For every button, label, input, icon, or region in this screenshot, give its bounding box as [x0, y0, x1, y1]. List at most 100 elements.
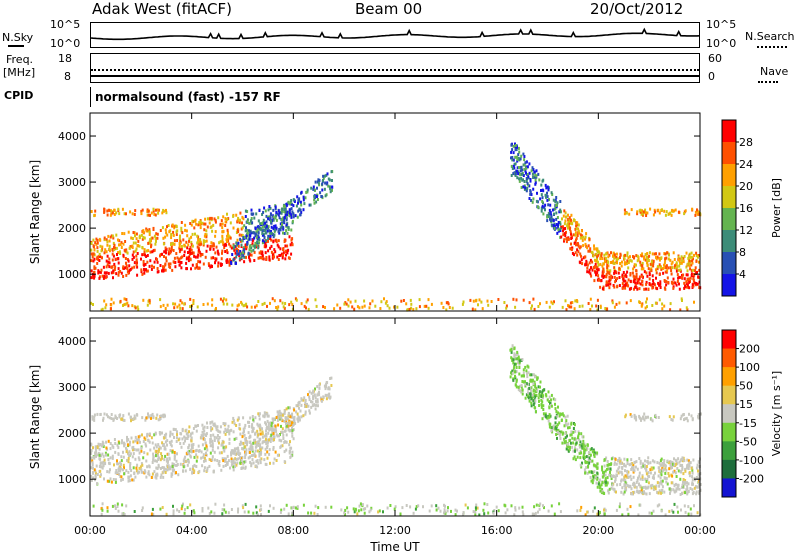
echo-cell [179, 248, 182, 252]
echo-cell [161, 252, 163, 256]
echo-cell [660, 488, 663, 492]
echo-cell [244, 229, 247, 233]
echo-cell [92, 466, 94, 470]
echo-cell [475, 503, 478, 507]
echo-cell [630, 487, 633, 491]
echo-cell [259, 250, 262, 254]
echo-cell [569, 218, 572, 222]
y-tick-label: 2000 [58, 427, 86, 440]
echo-cell [281, 207, 284, 211]
echo-cell [245, 437, 248, 440]
echo-cell [582, 256, 585, 260]
echo-cell [681, 463, 684, 467]
echo-cell [618, 470, 621, 474]
echo-cell [100, 507, 103, 511]
echo-cell [279, 222, 282, 226]
echo-cell [577, 244, 580, 248]
echo-cell [165, 459, 168, 463]
echo-cell [202, 303, 205, 306]
echo-cell [238, 233, 241, 237]
echo-cell [267, 217, 270, 221]
echo-cell [530, 306, 533, 310]
echo-cell [698, 286, 701, 290]
echo-cell [302, 414, 305, 418]
echo-cell [197, 260, 200, 264]
y-axis-label: Slant Range [km] [28, 365, 42, 469]
echo-cell [250, 249, 253, 253]
echo-cell [265, 220, 268, 224]
echo-cell [646, 252, 649, 255]
echo-cell [550, 393, 553, 397]
echo-cell [652, 264, 655, 268]
echo-cell [152, 207, 155, 211]
echo-cell [296, 505, 299, 509]
echo-cell [272, 417, 275, 421]
echo-cell [111, 504, 114, 508]
echo-cell [90, 276, 93, 280]
echo-cell [647, 287, 650, 291]
colorbar-segment [722, 142, 736, 165]
echo-cell [524, 365, 527, 369]
echo-cell [607, 467, 610, 471]
echo-cell [541, 188, 544, 192]
echo-cell [93, 455, 95, 459]
echo-cell [204, 255, 207, 259]
echo-cell [532, 393, 535, 397]
echo-cell [668, 253, 670, 257]
echo-cell [310, 511, 313, 515]
echo-cell [277, 258, 280, 261]
echo-cell [132, 466, 135, 470]
echo-cell [112, 478, 115, 481]
echo-cell [164, 235, 167, 239]
echo-cell [568, 216, 571, 220]
echo-cell [639, 263, 642, 267]
echo-cell [604, 480, 607, 484]
echo-cell [199, 240, 202, 244]
echo-cell [274, 224, 277, 228]
echo-cell [548, 212, 551, 216]
echo-cell [548, 413, 551, 417]
echo-cell [106, 470, 109, 474]
echo-cell [591, 260, 594, 264]
echo-cell [148, 440, 151, 444]
echo-cell [156, 467, 159, 470]
echo-cell [236, 461, 239, 465]
echo-cell [120, 441, 123, 445]
echo-cell [254, 449, 257, 453]
echo-cell [658, 466, 661, 470]
echo-cell [132, 231, 135, 234]
echo-cell [122, 242, 125, 246]
echo-cell [291, 506, 294, 510]
echo-cell [524, 382, 527, 386]
echo-cell [691, 475, 694, 479]
echo-cell [214, 261, 216, 265]
echo-cell [200, 242, 203, 246]
echo-cell [242, 462, 245, 466]
echo-cell [506, 508, 509, 512]
echo-cell [330, 505, 333, 509]
echo-cell [237, 507, 240, 511]
echo-cell [209, 440, 212, 444]
echo-cell [356, 305, 359, 309]
echo-cell [133, 231, 136, 235]
echo-cell [632, 468, 635, 472]
noise-tick-bottom: 10^0 [50, 37, 81, 50]
echo-cell [550, 504, 553, 508]
echo-cell [268, 452, 271, 456]
echo-cell [648, 282, 651, 286]
echo-cell [248, 447, 251, 451]
echo-cell [237, 449, 240, 453]
echo-cell [163, 250, 166, 254]
echo-cell [548, 422, 551, 426]
echo-cell [214, 220, 217, 224]
echo-cell [669, 211, 672, 215]
echo-cell [563, 209, 566, 213]
echo-cell [192, 509, 195, 513]
echo-cell [148, 473, 151, 477]
echo-cell [185, 459, 188, 463]
echo-cell [244, 450, 247, 454]
echo-cell [236, 304, 239, 308]
echo-cell [270, 250, 273, 254]
echo-cell [107, 453, 110, 457]
echo-cell [291, 219, 294, 223]
